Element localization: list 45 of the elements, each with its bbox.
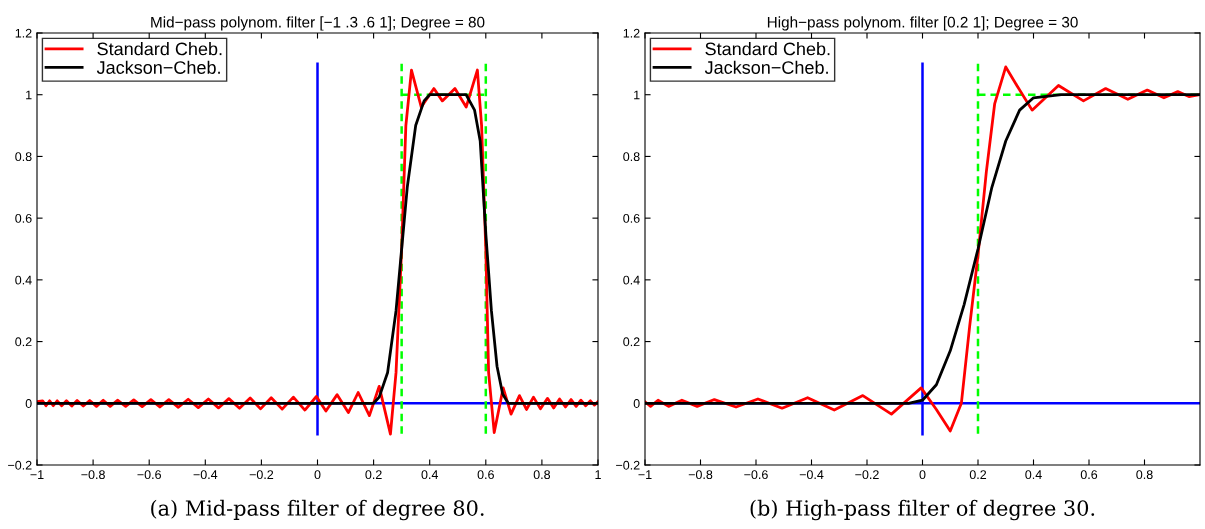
x-tick-label: −0.8 [688, 470, 713, 480]
x-tick-label: −1 [638, 470, 652, 479]
x-tick-label: 0.6 [1080, 470, 1098, 480]
x-tick-label: −0.8 [81, 470, 105, 480]
legend-label: Jackson−Cheb. [96, 60, 220, 74]
chart-title: High−pass polynom. filter [0.2 1]; Degree = 30 [767, 16, 1078, 31]
x-tick-label: −0.2 [855, 470, 879, 480]
y-tick-label: 0.6 [15, 213, 32, 223]
x-tick-label: −0.6 [744, 470, 768, 480]
x-tick-label: −0.6 [137, 470, 161, 480]
y-tick-label: 0 [633, 399, 640, 408]
x-tick-label: 0.4 [1025, 470, 1042, 480]
x-tick-label: 0 [314, 470, 321, 480]
x-tick-label: −0.2 [249, 470, 274, 480]
x-tick-label: −0.4 [193, 470, 218, 480]
y-tick-label: −0.2 [8, 460, 32, 470]
y-tick-label: 1.2 [15, 28, 32, 38]
y-tick-label: 0.4 [623, 275, 640, 285]
x-tick-label: 0.4 [421, 470, 439, 480]
y-tick-label: 0.8 [623, 152, 640, 162]
chart-title: Mid−pass polynom. filter [−1 .3 .6 1]; Degree = 80 [151, 16, 485, 31]
y-tick-label: −0.2 [616, 460, 640, 470]
y-tick-label: 0.6 [623, 213, 640, 223]
y-tick-label: 0.4 [15, 275, 32, 285]
text: (b) High-pass filter of degree 30. [750, 499, 1095, 521]
x-tick-label: 1 [595, 470, 601, 479]
x-tick-label: −1 [30, 470, 44, 479]
x-tick-label: 0 [919, 470, 926, 480]
x-tick-label: 0.2 [969, 470, 987, 480]
x-tick-label: 0.8 [1136, 470, 1153, 480]
y-tick-label: 0.2 [623, 337, 640, 347]
y-tick-label: 1.2 [623, 28, 640, 38]
legend-label: Jackson−Cheb. [704, 60, 828, 74]
y-tick-label: 0.2 [15, 337, 32, 347]
y-tick-label: 0.8 [15, 152, 32, 162]
legend-label: Standard Cheb. [705, 42, 830, 56]
y-tick-label: 1 [26, 90, 32, 100]
y-tick-label: 1 [634, 90, 640, 100]
x-tick-label: 0.6 [477, 470, 494, 480]
text: (a) Mid-pass filter of degree 80. [151, 499, 484, 521]
x-tick-label: 0.8 [533, 470, 551, 480]
x-tick-label: 0.2 [365, 470, 382, 480]
y-tick-label: 0 [25, 399, 32, 408]
legend-label: Standard Cheb. [97, 42, 222, 56]
x-tick-label: −0.4 [799, 470, 824, 480]
